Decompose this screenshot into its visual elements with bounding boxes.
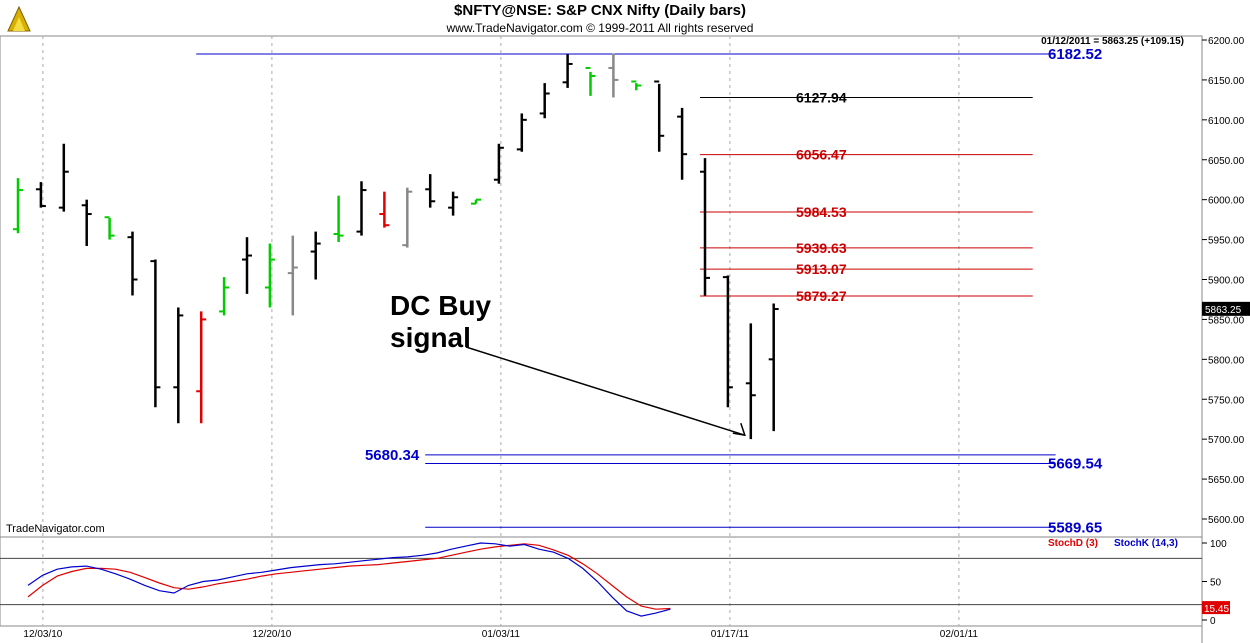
price-readout: 01/12/2011 = 5863.25 (+109.15) — [1041, 36, 1184, 47]
last-price-tag — [1202, 301, 1250, 316]
oscillator-value-tag — [1202, 601, 1230, 615]
level-label: 5589.65 — [1048, 519, 1102, 536]
y-tick-label: 5650.00 — [1208, 475, 1245, 486]
y-tick-label: 5600.00 — [1208, 515, 1245, 526]
y-tick-label: 6150.00 — [1208, 76, 1245, 87]
y-tick-label: 5800.00 — [1208, 355, 1245, 366]
level-label: 6056.47 — [796, 147, 847, 163]
level-label: 5984.53 — [796, 204, 847, 220]
oscillator-series-line — [27, 542, 671, 617]
price-panel-frame — [0, 35, 1203, 538]
y-tick-label: 6050.00 — [1208, 156, 1245, 167]
oscillator-panel-frame — [0, 536, 1203, 627]
level-label: 5680.34 — [365, 447, 420, 464]
level-label: 6182.52 — [1048, 46, 1102, 63]
x-tick-label: 01/17/11 — [711, 629, 750, 640]
level-label: 5879.27 — [796, 288, 847, 304]
y-tick-label: 5750.00 — [1208, 395, 1245, 406]
oscillator-tick-label: 50 — [1210, 578, 1222, 589]
stochd-legend[interactable]: StochD (3) — [1048, 538, 1098, 549]
level-label: 5913.07 — [796, 261, 847, 277]
oscillator-tick-label: 100 — [1210, 539, 1227, 550]
annotation-line-2: signal — [390, 322, 471, 353]
oscillator-value-label: 15.45 — [1204, 604, 1229, 615]
x-tick-label: 12/20/10 — [252, 629, 291, 640]
level-label: 6127.94 — [796, 90, 847, 106]
y-tick-label: 5850.00 — [1208, 315, 1245, 326]
level-label: 5669.54 — [1048, 455, 1103, 472]
y-tick-label: 5950.00 — [1208, 236, 1245, 247]
annotation-line-1: DC Buy — [390, 290, 492, 321]
chart-title: $NFTY@NSE: S&P CNX Nifty (Daily bars) — [454, 2, 746, 19]
y-tick-label: 6100.00 — [1208, 116, 1245, 127]
x-tick-label: 01/03/11 — [482, 629, 521, 640]
annotation-arrow-line — [465, 346, 746, 436]
oscillator-series-line — [27, 543, 671, 610]
y-tick-label: 5900.00 — [1208, 276, 1245, 287]
chart-subtitle: www.TradeNavigator.com © 1999-2011 All r… — [446, 21, 754, 35]
source-label: TradeNavigator.com — [6, 523, 105, 535]
oscillator-tick-label: 0 — [1210, 616, 1216, 627]
stochk-legend[interactable]: StochK (14,3) — [1114, 538, 1178, 549]
y-tick-label: 6000.00 — [1208, 196, 1245, 207]
y-tick-label: 6200.00 — [1208, 36, 1245, 47]
y-tick-label: 5700.00 — [1208, 435, 1245, 446]
x-tick-label: 12/03/10 — [23, 629, 62, 640]
dc-buy-signal-annotation: DC Buy signal — [390, 290, 491, 354]
last-price-label: 5863.25 — [1205, 305, 1242, 316]
annotation-arrowhead — [732, 422, 746, 437]
x-tick-label: 02/01/11 — [940, 629, 979, 640]
level-label: 5939.63 — [796, 240, 847, 256]
tradenavigator-logo-icon — [7, 5, 31, 32]
